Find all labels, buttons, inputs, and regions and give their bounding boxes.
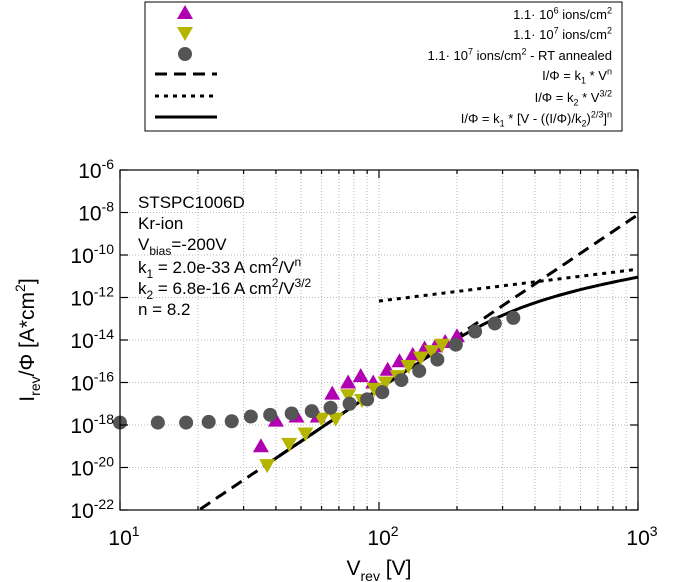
data-point-circle xyxy=(243,409,258,424)
data-point-triangle-up xyxy=(352,368,369,383)
fit-line-solid xyxy=(266,275,639,466)
data-point-circle xyxy=(201,414,216,429)
data-point-triangle-down xyxy=(400,359,417,374)
data-point-triangle-down xyxy=(313,412,330,427)
data-point-circle xyxy=(468,324,483,339)
legend-label: 1.1· 106 ions/cm2 xyxy=(513,6,612,23)
data-point-triangle-up xyxy=(267,412,284,427)
data-point-circle xyxy=(323,400,338,415)
data-point-circle xyxy=(412,363,427,378)
data-point-triangle-down xyxy=(259,459,276,474)
data-point-triangle-down xyxy=(377,376,394,391)
legend-box xyxy=(144,1,623,132)
legend-key-triangle-up xyxy=(177,5,193,19)
y-tick-label: 10-12 xyxy=(70,284,114,311)
data-point-triangle-up xyxy=(324,385,341,400)
data-markers xyxy=(113,310,521,474)
plot-frame xyxy=(119,169,639,511)
data-point-circle xyxy=(487,316,502,331)
legend-label: 1.1· 107 ions/cm2 xyxy=(513,26,612,43)
legend-key-triangle-down xyxy=(177,27,193,41)
x-tick-label: 102 xyxy=(367,523,398,550)
data-point-circle xyxy=(394,373,409,388)
legend: 1.1· 106 ions/cm2 1.1· 107 ions/cm2 1.1· 1… xyxy=(144,1,623,132)
data-point-triangle-down xyxy=(433,338,450,353)
data-point-circle xyxy=(448,337,463,352)
data-point-triangle-down xyxy=(327,412,344,427)
data-point-triangle-down xyxy=(412,351,429,366)
y-tick-label: 10-8 xyxy=(78,199,114,226)
data-point-triangle-down xyxy=(340,389,357,404)
annotation-vbias: Vbias=-200V xyxy=(138,235,227,258)
data-point-circle xyxy=(284,406,299,421)
annotation-device: STSPC1006D xyxy=(138,193,245,212)
annotation-n: n = 8.2 xyxy=(138,300,190,319)
annotation-k2: k2 = 6.8e-16 A cm2/V3/2 xyxy=(138,276,312,302)
fit-line-dot xyxy=(378,267,639,303)
data-point-triangle-down xyxy=(281,437,298,452)
data-point-circle xyxy=(150,415,165,430)
y-tick-label: 10-20 xyxy=(70,454,114,481)
data-point-circle xyxy=(506,310,521,325)
y-axis-label: Irev/Φ [A*cm2] xyxy=(12,278,43,401)
data-point-circle xyxy=(342,396,357,411)
data-point-circle xyxy=(263,407,278,422)
data-point-triangle-up xyxy=(340,374,357,389)
data-point-triangle-up xyxy=(252,438,269,453)
data-point-circle xyxy=(375,385,390,400)
data-point-triangle-down xyxy=(423,345,440,360)
axis-labels: Vrev [V] Irev/Φ [A*cm2] xyxy=(12,278,411,582)
legend-label: 1.1· 107 ions/cm2 - RT annealed xyxy=(428,47,612,64)
x-tick-label: 103 xyxy=(626,523,657,550)
data-point-circle xyxy=(179,415,194,430)
y-tick-label: 10-16 xyxy=(70,369,114,396)
y-tick-label: 10-22 xyxy=(70,496,114,523)
data-point-circle xyxy=(224,414,239,429)
annotation-ion: Kr-ion xyxy=(138,214,183,233)
data-point-circle xyxy=(304,404,319,419)
data-point-triangle-down xyxy=(297,427,314,442)
data-point-circle xyxy=(360,392,375,407)
y-tick-label: 10-6 xyxy=(78,156,114,183)
legend-label: I/Φ = k1 * [V - ((I/Φ)/k2)2/3]n xyxy=(461,110,612,129)
legend-label: I/Φ = k1 * Vn xyxy=(542,67,612,86)
legend-key-circle xyxy=(178,47,192,61)
x-tick-label: 101 xyxy=(108,523,139,550)
tick-labels: 10-6 10-8 10-10 10-12 10-14 10-16 10-18 10-20 10… xyxy=(70,156,657,550)
grid xyxy=(120,170,638,510)
y-tick-label: 10-10 xyxy=(70,241,114,268)
y-tick-label: 10-18 xyxy=(70,411,114,438)
y-tick-label: 10-14 xyxy=(70,326,114,353)
annotation-k1: k1 = 2.0e-33 A cm2/Vn xyxy=(138,255,301,281)
data-point-circle xyxy=(430,352,445,367)
legend-label: I/Φ = k2 * V3/2 xyxy=(535,89,612,108)
x-axis-label: Vrev [V] xyxy=(347,557,412,582)
